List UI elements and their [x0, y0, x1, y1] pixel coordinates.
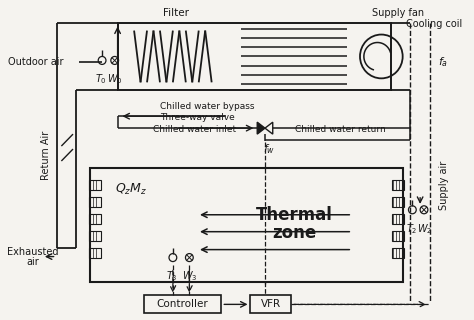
- Bar: [392, 214, 404, 224]
- Text: Chilled water inlet: Chilled water inlet: [153, 125, 236, 134]
- Text: Supply air: Supply air: [439, 160, 449, 210]
- Bar: [90, 214, 101, 224]
- Text: Chilled water return: Chilled water return: [295, 125, 386, 134]
- Text: $T_0$: $T_0$: [95, 72, 107, 86]
- Text: air: air: [26, 257, 39, 267]
- Text: Three-way valve: Three-way valve: [160, 113, 235, 122]
- Bar: [144, 295, 221, 313]
- Bar: [250, 295, 291, 313]
- Text: Filter: Filter: [163, 8, 189, 18]
- Bar: [118, 23, 391, 90]
- Text: $T_3$: $T_3$: [166, 269, 178, 283]
- Text: $Q_z M_z$: $Q_z M_z$: [115, 182, 147, 197]
- Text: $f_a$: $f_a$: [438, 56, 448, 69]
- Bar: [90, 197, 101, 207]
- Text: $W_0$: $W_0$: [107, 72, 122, 86]
- Text: $f_w$: $f_w$: [263, 142, 275, 156]
- Bar: [392, 248, 404, 258]
- Text: Supply fan: Supply fan: [372, 8, 424, 18]
- Text: $T_2$: $T_2$: [406, 222, 417, 236]
- Text: $W_3$: $W_3$: [182, 269, 197, 283]
- Bar: [90, 180, 101, 190]
- Text: Return Air: Return Air: [41, 130, 51, 180]
- Bar: [91, 168, 403, 283]
- Text: Exhausted: Exhausted: [7, 247, 58, 257]
- Bar: [392, 231, 404, 241]
- Bar: [392, 197, 404, 207]
- Text: Chilled water bypass: Chilled water bypass: [160, 102, 254, 111]
- Text: zone: zone: [272, 224, 316, 242]
- Text: Cooling coil: Cooling coil: [406, 19, 462, 28]
- Text: VFR: VFR: [261, 300, 281, 309]
- Text: Outdoor air: Outdoor air: [8, 57, 64, 68]
- Bar: [90, 231, 101, 241]
- Bar: [90, 248, 101, 258]
- Text: Thermal: Thermal: [255, 206, 332, 224]
- Text: $W_2$: $W_2$: [418, 222, 433, 236]
- Bar: [392, 180, 404, 190]
- Text: Controller: Controller: [157, 300, 209, 309]
- Polygon shape: [257, 122, 265, 134]
